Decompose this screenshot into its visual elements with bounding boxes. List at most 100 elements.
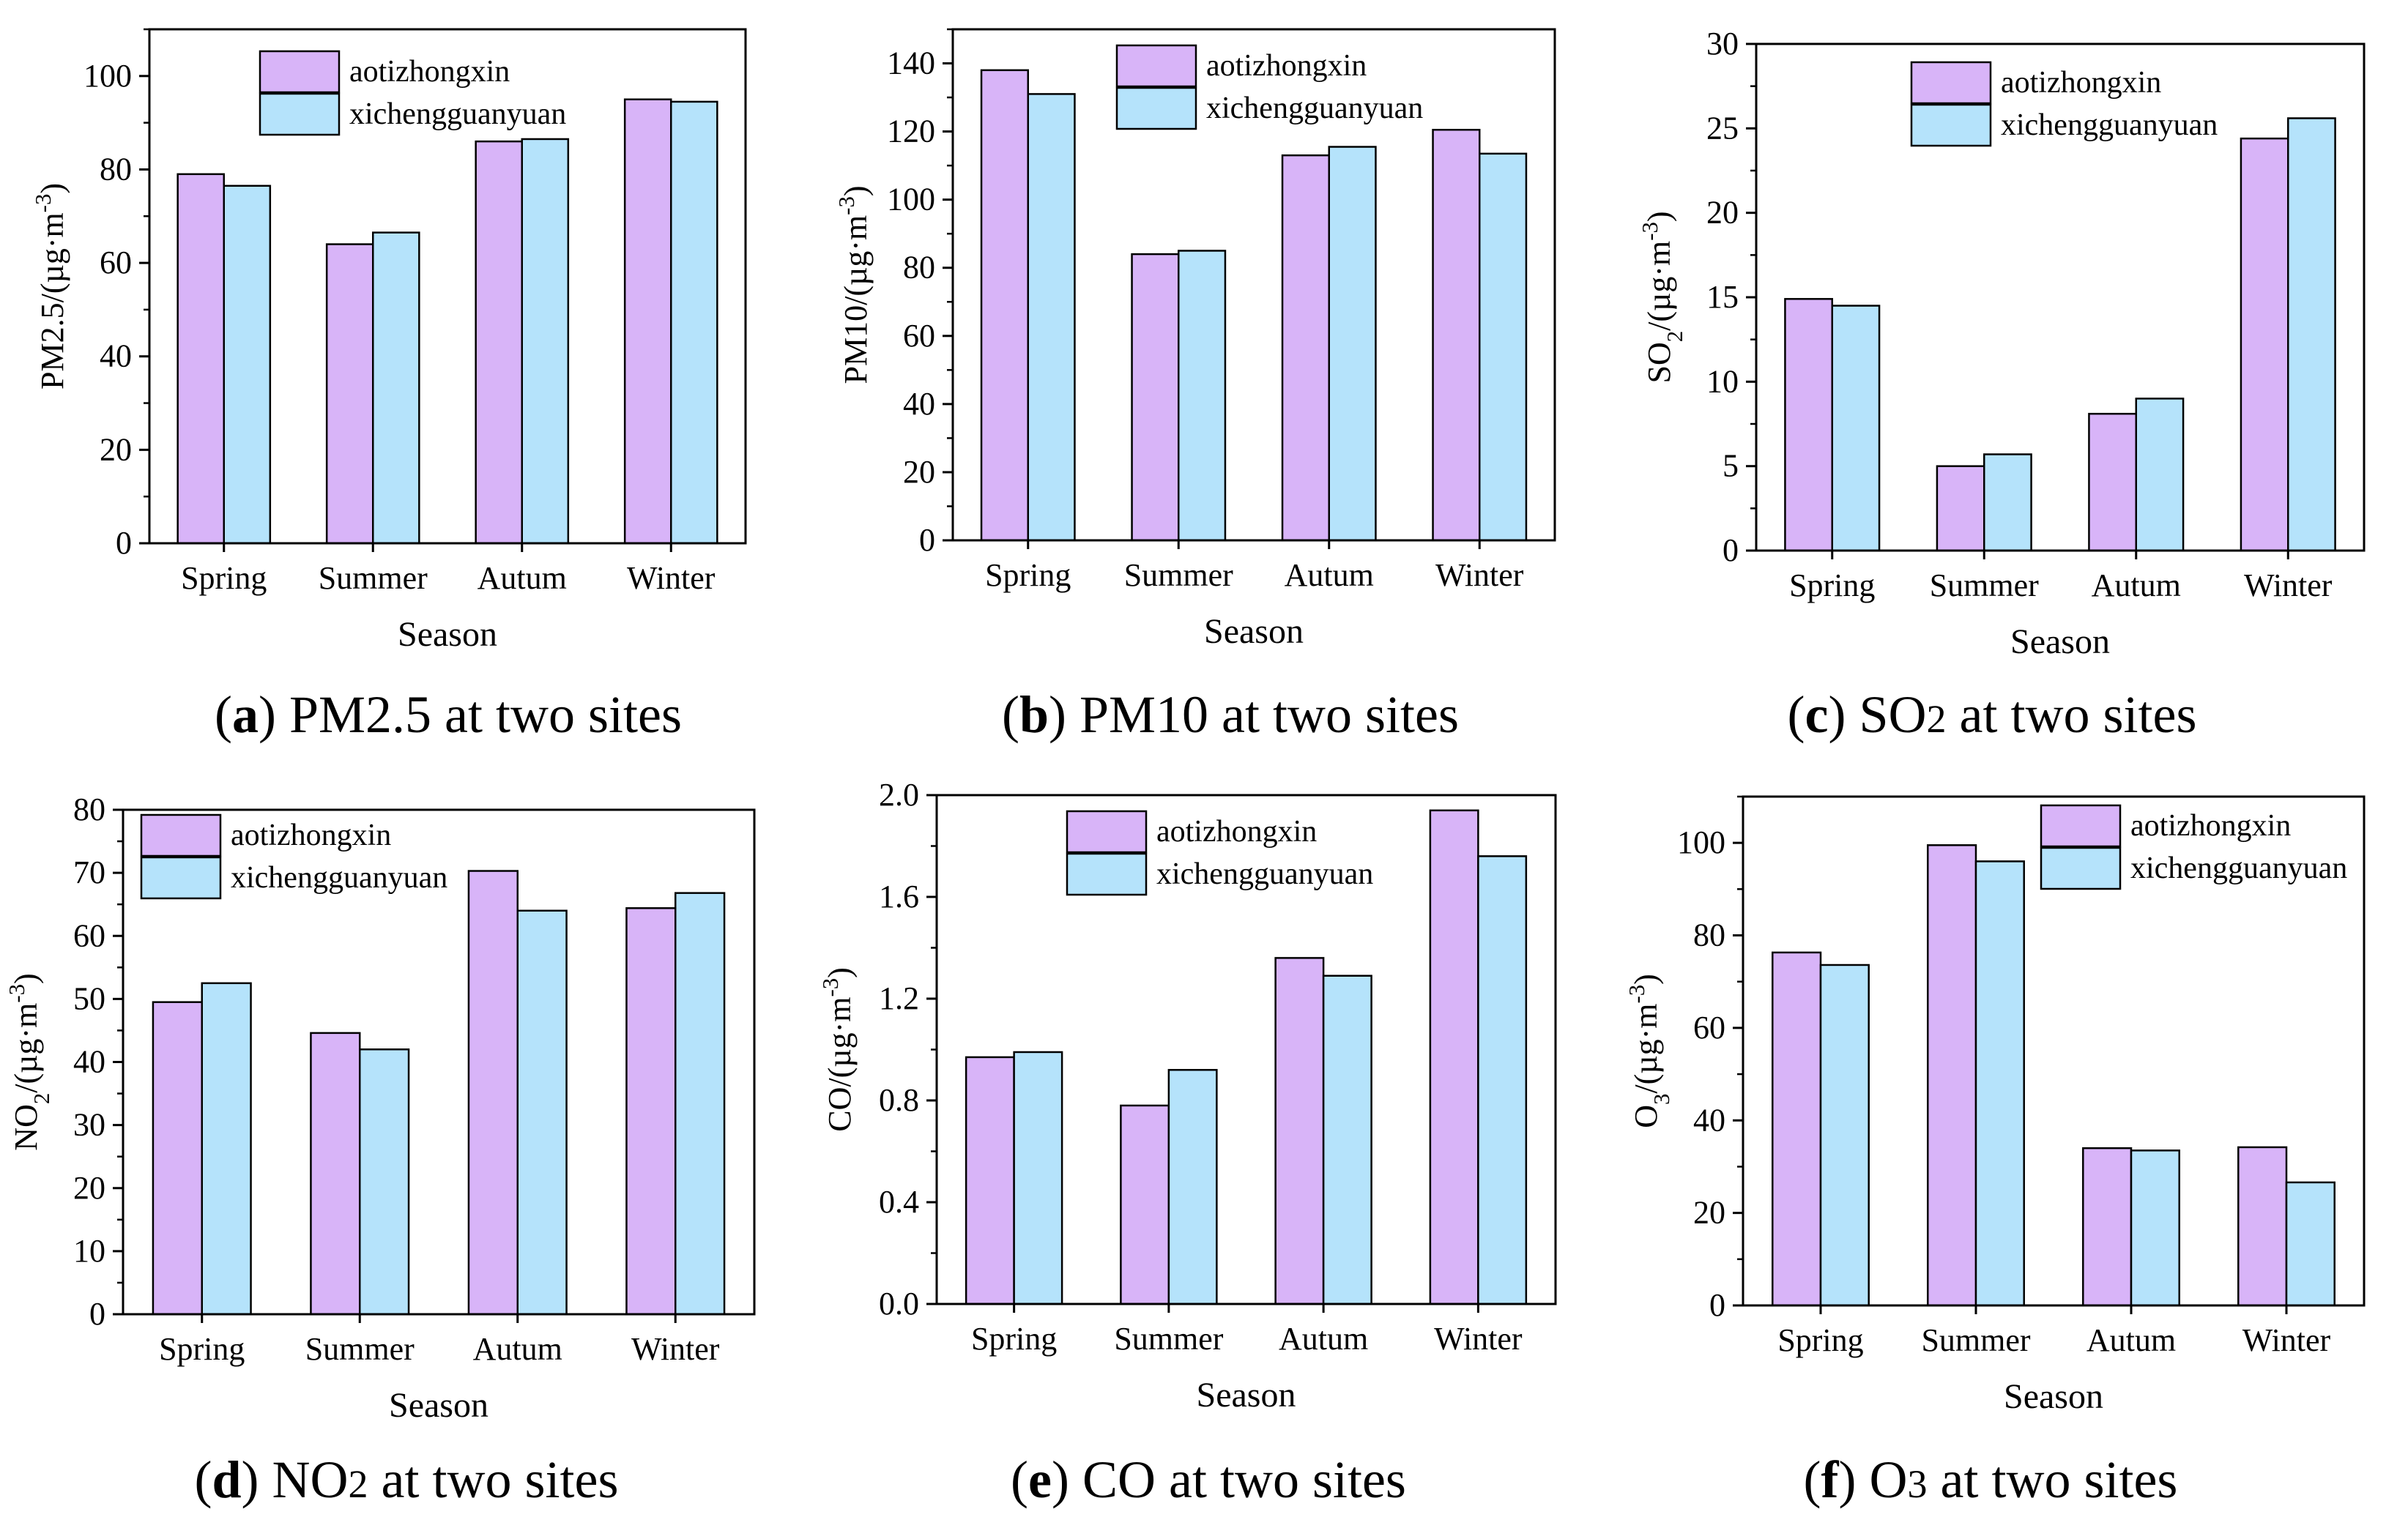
legend-swatch xyxy=(1066,852,1148,896)
panel-caption: (f) O3 at two sites xyxy=(1804,1450,2178,1509)
y-tick-label: 1.6 xyxy=(879,879,919,914)
legend-swatch xyxy=(1115,44,1197,88)
bar xyxy=(1131,253,1180,542)
bar xyxy=(1936,465,1985,552)
y-tick-label: 60 xyxy=(73,917,105,953)
bar xyxy=(1479,152,1528,542)
bar xyxy=(1328,146,1377,542)
y-tick-label: 60 xyxy=(1693,1010,1725,1046)
panel-caption: (d) NO2 at two sites xyxy=(195,1450,619,1509)
y-tick-label: 0 xyxy=(116,525,132,561)
y-tick-label: 0 xyxy=(1709,1287,1725,1323)
x-tick-label: Winter xyxy=(1435,557,1524,593)
bar xyxy=(223,185,272,545)
x-tick-label: Spring xyxy=(971,1321,1057,1357)
y-tick-label: 1.2 xyxy=(879,980,919,1016)
legend-label: aotizhongxin xyxy=(349,55,510,89)
y-tick-label: 80 xyxy=(73,791,105,827)
x-tick-label: Spring xyxy=(1789,567,1875,603)
bar xyxy=(467,870,519,1316)
x-tick-label: Winter xyxy=(2242,1322,2331,1358)
bar xyxy=(2088,412,2138,552)
x-tick-label: Autum xyxy=(2092,567,2181,603)
bar xyxy=(675,892,726,1316)
y-tick-label: 20 xyxy=(1693,1195,1725,1231)
bar xyxy=(2285,1181,2335,1307)
bar xyxy=(310,1032,361,1316)
panel-caption: (c) SO2 at two sites xyxy=(1788,685,2197,744)
y-tick-label: 40 xyxy=(100,338,132,374)
y-tick-label: 30 xyxy=(73,1107,105,1143)
legend-label: aotizhongxin xyxy=(1156,815,1317,849)
y-tick-label: 140 xyxy=(887,45,935,81)
bar xyxy=(516,909,568,1316)
y-tick-label: 25 xyxy=(1706,110,1739,146)
bar xyxy=(2240,137,2289,552)
y-tick-label: 10 xyxy=(1706,363,1739,399)
plot-frame xyxy=(951,28,1556,542)
panel-caption: (a) PM2.5 at two sites xyxy=(215,685,682,744)
x-tick-label: Autum xyxy=(473,1331,562,1367)
bar xyxy=(625,907,677,1316)
bar xyxy=(176,173,225,545)
x-tick-label: Spring xyxy=(1777,1322,1863,1358)
bar xyxy=(965,1056,1015,1305)
y-axis-title: PM2.5/(µg·m-3) xyxy=(31,183,70,390)
y-tick-label: 70 xyxy=(73,854,105,890)
chart-panel-pm10: 0 20 40 60 80 100 120 140 Spring Summer Autum Winte… xyxy=(834,28,1556,744)
x-tick-label: Autum xyxy=(477,560,567,596)
bar xyxy=(670,100,718,545)
legend-swatch xyxy=(1910,61,1992,105)
bar xyxy=(1831,305,1881,552)
bar xyxy=(1429,809,1479,1305)
bar xyxy=(2237,1146,2288,1307)
legend-swatch xyxy=(1115,86,1197,130)
x-tick-label: Autum xyxy=(2086,1322,2176,1358)
x-tick-label: Summer xyxy=(1114,1321,1223,1357)
x-axis-title: Season xyxy=(1204,612,1304,651)
bar xyxy=(1167,1069,1218,1305)
x-tick-label: Winter xyxy=(2244,567,2333,603)
y-axis-title: PM10/(µg·m-3) xyxy=(834,185,874,384)
y-tick-label: 100 xyxy=(1677,824,1725,860)
legend-swatch xyxy=(1910,103,1992,147)
legend-swatch xyxy=(259,50,341,94)
legend-label: aotizhongxin xyxy=(231,819,391,852)
x-axis-title: Season xyxy=(2010,622,2110,661)
bar xyxy=(623,98,672,545)
y-tick-label: 40 xyxy=(903,386,935,422)
plot-frame xyxy=(1742,795,2366,1307)
y-tick-label: 80 xyxy=(1693,917,1725,953)
bar xyxy=(1322,975,1372,1305)
y-axis-title: O3/(µg·m-3) xyxy=(1624,974,1674,1128)
x-tick-label: Summer xyxy=(1930,567,2039,603)
bar xyxy=(1819,964,1870,1307)
legend-label: xichengguanyuan xyxy=(2130,852,2347,885)
bar xyxy=(1274,957,1325,1305)
bar xyxy=(359,1048,410,1316)
legend-swatch xyxy=(140,856,222,900)
bar xyxy=(2135,398,2185,552)
x-axis-title: Season xyxy=(1197,1376,1296,1415)
y-tick-label: 40 xyxy=(73,1044,105,1080)
y-axis-title: CO/(µg·m-3) xyxy=(818,967,858,1132)
bar xyxy=(1784,298,1834,552)
y-tick-label: 0.4 xyxy=(879,1184,919,1220)
y-tick-label: 0 xyxy=(919,522,935,558)
x-axis-title: Season xyxy=(398,615,497,654)
x-tick-label: Summer xyxy=(319,560,428,596)
y-tick-label: 120 xyxy=(887,113,935,149)
chart-panel-so2: 0 5 10 15 20 25 30 Spring Summer Autum Winter Seaso… xyxy=(1638,26,2366,744)
panel-caption: (b) PM10 at two sites xyxy=(1002,685,1459,744)
x-tick-label: Winter xyxy=(1434,1321,1523,1357)
bar xyxy=(325,243,374,545)
legend-label: xichengguanyuan xyxy=(1156,857,1373,891)
y-tick-label: 80 xyxy=(903,250,935,286)
x-tick-label: Summer xyxy=(1921,1322,2030,1358)
bar xyxy=(372,231,420,545)
x-tick-label: Summer xyxy=(1124,557,1233,593)
y-tick-label: 30 xyxy=(1706,26,1739,62)
legend-label: xichengguanyuan xyxy=(231,861,447,895)
bar xyxy=(1120,1104,1170,1305)
bar xyxy=(1432,129,1481,542)
